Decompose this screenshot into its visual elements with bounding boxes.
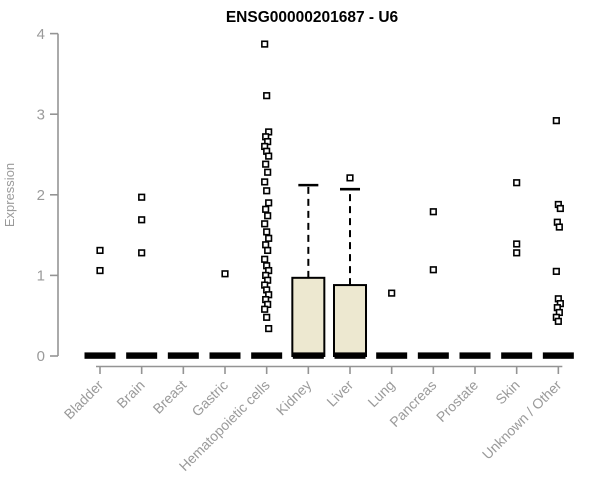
y-tick-label: 4 [37,26,45,43]
outlier-point [554,317,562,325]
median-bar-hematopoietic-cells [251,352,283,359]
box-kidney [291,276,326,357]
median-bar-bladder [84,352,116,359]
x-tick-label-bladder: Bladder [61,377,107,423]
outlier-point [96,266,104,275]
outlier-point [263,187,271,195]
outlier-point [261,255,269,263]
outlier-point [429,266,437,274]
outlier-point [262,160,270,168]
x-tick-label-liver: Liver [323,377,356,410]
outlier-point [264,246,272,255]
median-bar-gastric [209,352,241,359]
median-bar-lung [376,352,408,359]
outlier-point [138,216,146,224]
outlier-point [388,289,396,297]
outlier-point [261,178,269,186]
outlier-point [346,174,354,182]
outlier-point [513,249,521,257]
outlier-point [264,168,272,176]
outlier-point [262,205,270,213]
median-bar-unknown-other [542,352,574,359]
median-bar-prostate [459,352,491,359]
outlier-point [265,199,273,207]
y-tick-label: 2 [37,187,45,204]
outlier-point [262,241,270,249]
median-bar-skin [501,352,533,359]
x-tick-label-unknown-other: Unknown / Other [479,377,565,463]
outlier-point [263,313,271,321]
outlier-point [555,223,563,231]
x-tick-label-brain: Brain [113,377,147,411]
x-tick-label-lung: Lung [364,377,397,410]
x-tick-label-skin: Skin [492,377,523,408]
outlier-point [265,324,273,333]
y-tick-label: 1 [37,268,45,285]
outlier-point [96,246,104,255]
outlier-point [264,212,272,220]
outlier-point [513,240,521,248]
outlier-point [552,267,560,275]
outlier-point [138,193,146,201]
box-liver [333,284,368,357]
outlier-point [265,152,273,160]
outlier-point [552,117,560,125]
outlier-point [513,179,521,187]
median-bar-liver [334,352,366,359]
outlier-point [556,204,564,213]
median-bar-pancreas [417,352,449,359]
outlier-point [263,228,271,236]
outlier-point [261,40,269,48]
y-tick-label: 3 [37,106,45,123]
median-bar-brain [126,352,158,359]
y-axis-title: Expression [2,163,17,227]
outlier-point [261,220,269,228]
median-bar-breast [167,352,199,359]
chart-title: ENSG00000201687 - U6 [226,9,399,26]
x-tick-label-breast: Breast [150,377,190,417]
outlier-point [263,92,271,100]
outlier-point [221,270,229,278]
outlier-point [429,208,437,216]
x-tick-label-kidney: Kidney [273,377,315,419]
outlier-point [261,305,269,313]
y-tick-label: 0 [37,348,45,365]
median-bar-kidney [292,352,324,359]
outlier-point [138,249,146,257]
outlier-point [265,234,273,242]
x-tick-label-prostate: Prostate [433,377,481,425]
